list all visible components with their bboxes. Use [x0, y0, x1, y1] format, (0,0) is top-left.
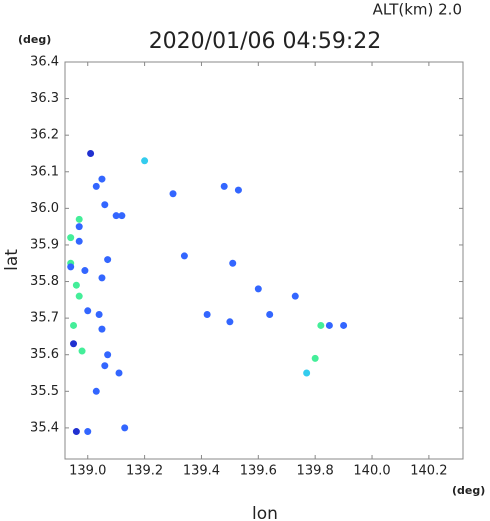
x-tick-label: 140.2 — [410, 464, 447, 479]
y-tick-label: 35.6 — [30, 347, 59, 362]
x-tick-label: 139.8 — [297, 464, 334, 479]
echo-point — [115, 369, 123, 377]
echo-point — [203, 310, 211, 318]
y-tick-label: 36.3 — [30, 91, 59, 106]
x-tick-label: 140.0 — [353, 464, 390, 479]
echo-point — [340, 321, 348, 329]
echo-point — [81, 267, 89, 275]
echo-point — [98, 274, 106, 282]
echo-point — [78, 347, 86, 355]
y-tick-label: 35.5 — [30, 384, 59, 399]
chart-title: 2020/01/06 04:59:22 — [149, 29, 382, 54]
echo-point — [75, 223, 83, 231]
echo-point — [266, 310, 274, 318]
x-tick-label: 139.6 — [240, 464, 277, 479]
echo-point — [101, 362, 109, 370]
x-tick-label: 139.4 — [183, 464, 220, 479]
echo-point — [180, 252, 188, 260]
y-tick-label: 36.1 — [30, 164, 59, 179]
echo-point — [92, 387, 100, 395]
echo-point — [234, 186, 242, 194]
echo-point — [67, 263, 75, 271]
echo-point — [92, 182, 100, 190]
y-tick-label: 36.0 — [30, 201, 59, 216]
echo-point — [84, 428, 92, 436]
x-unit: (deg) — [452, 484, 485, 497]
echo-point — [112, 212, 120, 220]
y-tick-label: 35.9 — [30, 237, 59, 252]
y-tick-label: 36.4 — [30, 55, 59, 70]
echo-point — [75, 292, 83, 300]
echo-point — [226, 318, 234, 326]
echo-point — [72, 428, 80, 436]
echo-point — [104, 351, 112, 359]
y-axis-label: lat — [2, 249, 22, 271]
echo-point — [220, 182, 228, 190]
echo-point — [303, 369, 311, 377]
y-tick-label: 36.2 — [30, 128, 59, 143]
y-tick-label: 35.8 — [30, 274, 59, 289]
echo-point — [95, 310, 103, 318]
echo-point — [141, 157, 149, 165]
echo-point — [254, 285, 262, 293]
echo-point — [121, 424, 129, 432]
echo-point — [229, 259, 237, 267]
altitude-label: ALT(km) 2.0 — [373, 1, 462, 19]
echo-point — [67, 234, 75, 242]
echo-point — [291, 292, 299, 300]
x-tick-label: 139.2 — [126, 464, 163, 479]
echo-point — [104, 256, 112, 264]
x-tick-label: 139.0 — [69, 464, 106, 479]
echo-point — [311, 354, 319, 362]
echo-point — [75, 215, 83, 223]
echo-point — [325, 321, 333, 329]
echo-point — [84, 307, 92, 315]
echo-point — [72, 281, 80, 289]
echo-point — [70, 321, 78, 329]
echo-point — [101, 201, 109, 209]
x-axis-label: lon — [252, 504, 278, 521]
echo-point — [98, 325, 106, 333]
echo-point — [70, 340, 78, 348]
echo-point — [75, 237, 83, 245]
plot-frame — [64, 61, 464, 460]
y-unit: (deg) — [18, 33, 51, 46]
echo-point — [169, 190, 177, 198]
echo-point — [87, 149, 95, 157]
y-tick-label: 35.7 — [30, 311, 59, 326]
echo-point — [317, 321, 325, 329]
echo-point — [98, 175, 106, 183]
y-tick-label: 35.4 — [30, 420, 59, 435]
echo-point — [118, 212, 126, 220]
